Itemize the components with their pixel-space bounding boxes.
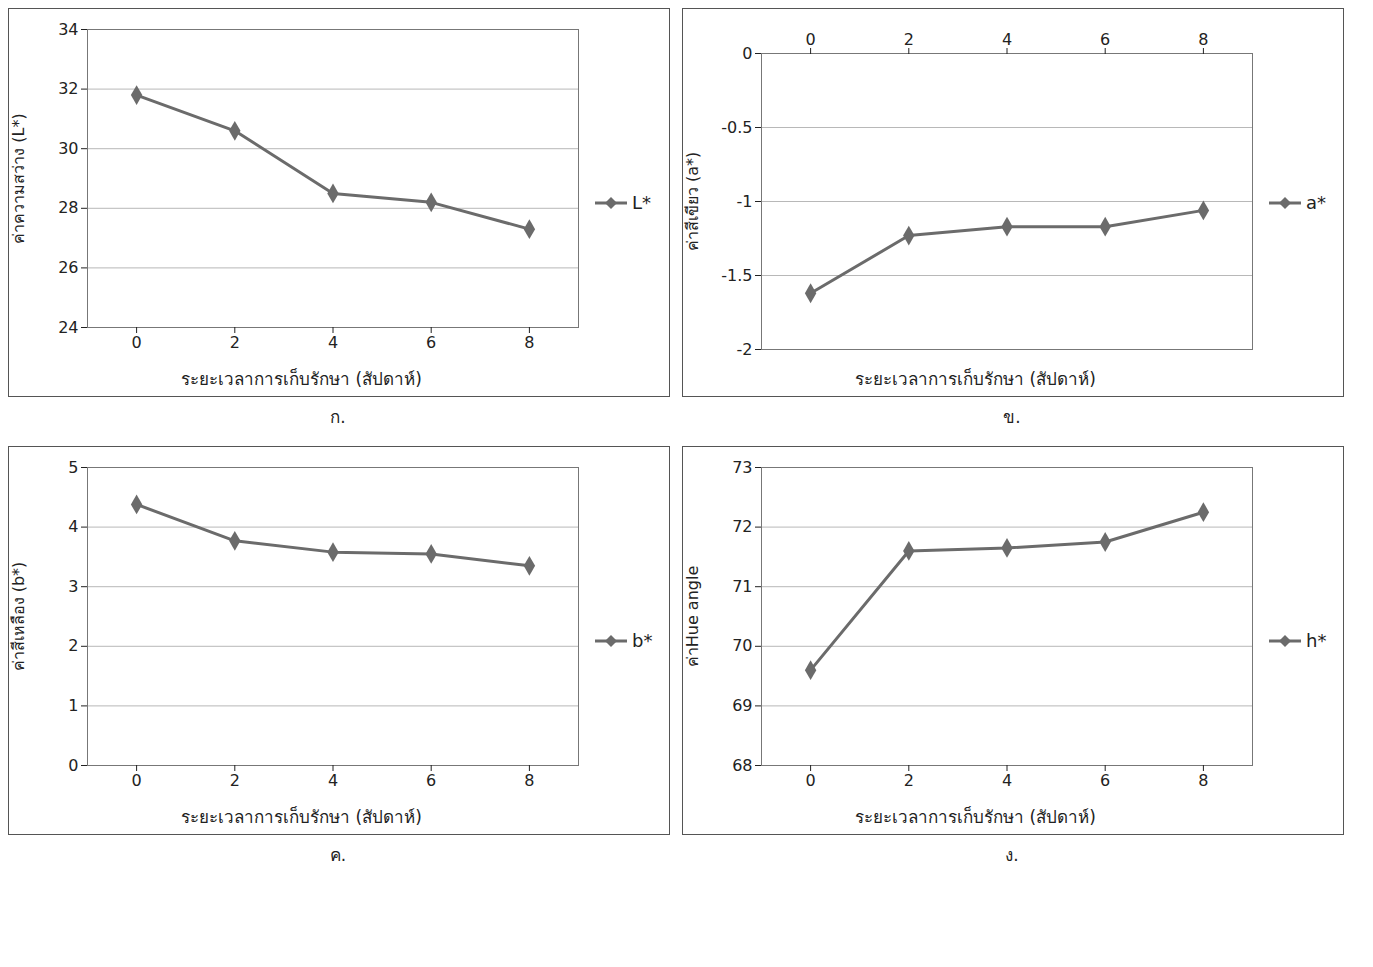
svg-text:2: 2 — [904, 30, 914, 49]
svg-text:2: 2 — [68, 636, 78, 655]
svg-text:ค่าสีเหลือง (b*): ค่าสีเหลือง (b*) — [9, 562, 28, 672]
svg-text:ค่าHue angle: ค่าHue angle — [683, 566, 702, 668]
html-text:b*: b* — [632, 630, 653, 651]
html-text:L*: L* — [632, 192, 651, 213]
html-text:ข.: ข. — [1003, 407, 1021, 427]
svg-text:30: 30 — [58, 139, 78, 158]
svg-text:0: 0 — [742, 44, 752, 63]
svg-text:-1.5: -1.5 — [721, 266, 752, 285]
svg-text:8: 8 — [524, 333, 534, 352]
svg-text:6: 6 — [426, 771, 436, 790]
svg-text:24: 24 — [58, 318, 78, 337]
svg-text:2: 2 — [230, 333, 240, 352]
svg-text:28: 28 — [58, 198, 78, 217]
svg-text:73: 73 — [732, 458, 752, 477]
html-text:ก.: ก. — [330, 407, 346, 427]
svg-text:68: 68 — [732, 756, 752, 775]
html-text:ระยะเวลาการเก็บรักษา (สัปดาห์): ระยะเวลาการเก็บรักษา (สัปดาห์) — [181, 369, 422, 389]
html-text:ระยะเวลาการเก็บรักษา (สัปดาห์): ระยะเวลาการเก็บรักษา (สัปดาห์) — [855, 369, 1096, 389]
html-text:ง.: ง. — [1005, 845, 1019, 865]
svg-text:6: 6 — [426, 333, 436, 352]
svg-text:ค่าความสว่าง (L*): ค่าความสว่าง (L*) — [9, 113, 28, 243]
svg-text:8: 8 — [1198, 771, 1208, 790]
html-text:a*: a* — [1306, 192, 1326, 213]
svg-text:34: 34 — [58, 20, 78, 39]
svg-text:8: 8 — [524, 771, 534, 790]
svg-text:4: 4 — [1002, 30, 1012, 49]
svg-text:0: 0 — [132, 333, 142, 352]
svg-text:0: 0 — [68, 756, 78, 775]
svg-text:26: 26 — [58, 258, 78, 277]
svg-text:4: 4 — [68, 517, 78, 536]
svg-text:5: 5 — [68, 458, 78, 477]
svg-text:-0.5: -0.5 — [721, 118, 752, 137]
html-text:ค.: ค. — [329, 845, 347, 865]
svg-text:71: 71 — [732, 577, 752, 596]
html-text:ระยะเวลาการเก็บรักษา (สัปดาห์): ระยะเวลาการเก็บรักษา (สัปดาห์) — [181, 807, 422, 827]
html-text:ระยะเวลาการเก็บรักษา (สัปดาห์): ระยะเวลาการเก็บรักษา (สัปดาห์) — [855, 807, 1096, 827]
svg-text:-1: -1 — [737, 192, 753, 211]
svg-text:2: 2 — [230, 771, 240, 790]
svg-text:-2: -2 — [737, 340, 753, 359]
svg-text:4: 4 — [328, 771, 338, 790]
svg-text:72: 72 — [732, 517, 752, 536]
svg-text:0: 0 — [806, 771, 816, 790]
svg-text:8: 8 — [1198, 30, 1208, 49]
svg-text:1: 1 — [68, 696, 78, 715]
svg-text:32: 32 — [58, 79, 78, 98]
svg-text:69: 69 — [732, 696, 752, 715]
svg-text:2: 2 — [904, 771, 914, 790]
svg-text:0: 0 — [806, 30, 816, 49]
svg-text:6: 6 — [1100, 30, 1110, 49]
html-text:h*: h* — [1306, 630, 1327, 651]
svg-text:70: 70 — [732, 636, 752, 655]
svg-text:6: 6 — [1100, 771, 1110, 790]
svg-text:ค่าสีเขียว (a*): ค่าสีเขียว (a*) — [683, 152, 702, 251]
svg-text:0: 0 — [132, 771, 142, 790]
svg-text:3: 3 — [68, 577, 78, 596]
svg-text:4: 4 — [1002, 771, 1012, 790]
svg-text:4: 4 — [328, 333, 338, 352]
